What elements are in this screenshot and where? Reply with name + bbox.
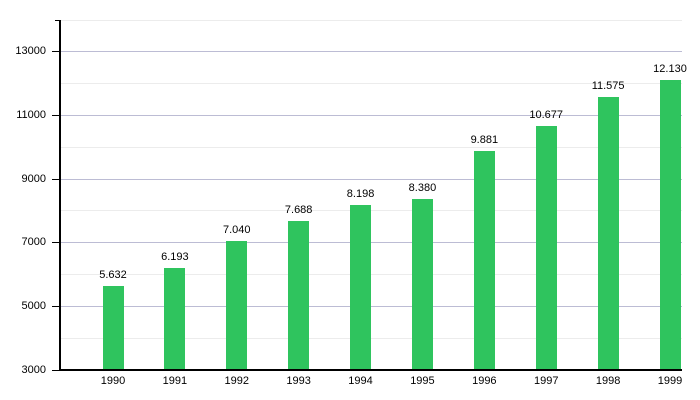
major-gridline	[61, 242, 682, 244]
minor-gridline	[61, 83, 682, 85]
bar-value-label: 6.193	[161, 251, 189, 264]
minor-gridline	[61, 19, 682, 21]
y-tick-label: 9000	[21, 172, 46, 185]
major-gridline	[61, 51, 682, 53]
bar-value-label: 8.198	[346, 187, 375, 200]
major-gridline	[61, 305, 682, 307]
bar	[102, 286, 124, 370]
x-tick-label: 1997	[533, 375, 559, 387]
bar-value-label: 9.881	[470, 134, 499, 147]
bar	[226, 241, 248, 370]
y-tick-label: 11000	[16, 108, 46, 121]
bar-value-label: 11.575	[591, 80, 625, 93]
major-gridline	[61, 114, 682, 116]
y-axis-tick	[52, 178, 60, 180]
minor-gridline	[61, 146, 682, 148]
x-tick-label: 1996	[472, 375, 497, 387]
bar	[659, 79, 681, 370]
bar-value-label: 10.677	[529, 108, 564, 121]
bar	[535, 125, 557, 370]
y-axis-tick	[52, 242, 60, 244]
x-axis-line	[59, 369, 682, 371]
x-tick-label: 1992	[224, 375, 249, 387]
x-tick-label: 1994	[348, 375, 373, 387]
bar	[473, 151, 495, 370]
x-tick-label: 1995	[410, 375, 435, 387]
y-tick-label: 5000	[21, 299, 46, 312]
x-tick-label: 1999	[657, 375, 683, 387]
bar-value-label: 8.380	[408, 181, 437, 194]
x-tick-label: 1991	[162, 375, 188, 387]
minor-gridline	[61, 274, 682, 276]
bar	[288, 220, 310, 370]
y-axis-tick	[52, 369, 60, 371]
bar	[411, 198, 433, 370]
y-tick-label: 13000	[15, 45, 46, 58]
y-axis-minor-tick	[55, 19, 60, 21]
major-gridline	[61, 178, 682, 180]
y-axis-tick	[52, 114, 60, 116]
y-axis-line	[59, 20, 61, 371]
x-tick-label: 1993	[286, 375, 311, 387]
bar	[164, 268, 186, 370]
y-axis-tick	[52, 305, 60, 307]
y-tick-label: 3000	[21, 363, 46, 376]
minor-gridline	[61, 337, 682, 339]
y-axis-tick	[52, 51, 60, 53]
bar-value-label: 7.688	[284, 203, 313, 216]
y-tick-label: 7000	[21, 236, 46, 249]
bar-value-label: 12.130	[653, 62, 687, 75]
minor-gridline	[61, 210, 682, 212]
bar	[597, 97, 619, 370]
bar-value-label: 7.040	[223, 224, 251, 237]
x-tick-label: 1998	[595, 375, 621, 387]
x-tick-label: 1990	[100, 375, 126, 387]
bar	[350, 204, 372, 370]
bar-value-label: 5.632	[99, 269, 127, 282]
